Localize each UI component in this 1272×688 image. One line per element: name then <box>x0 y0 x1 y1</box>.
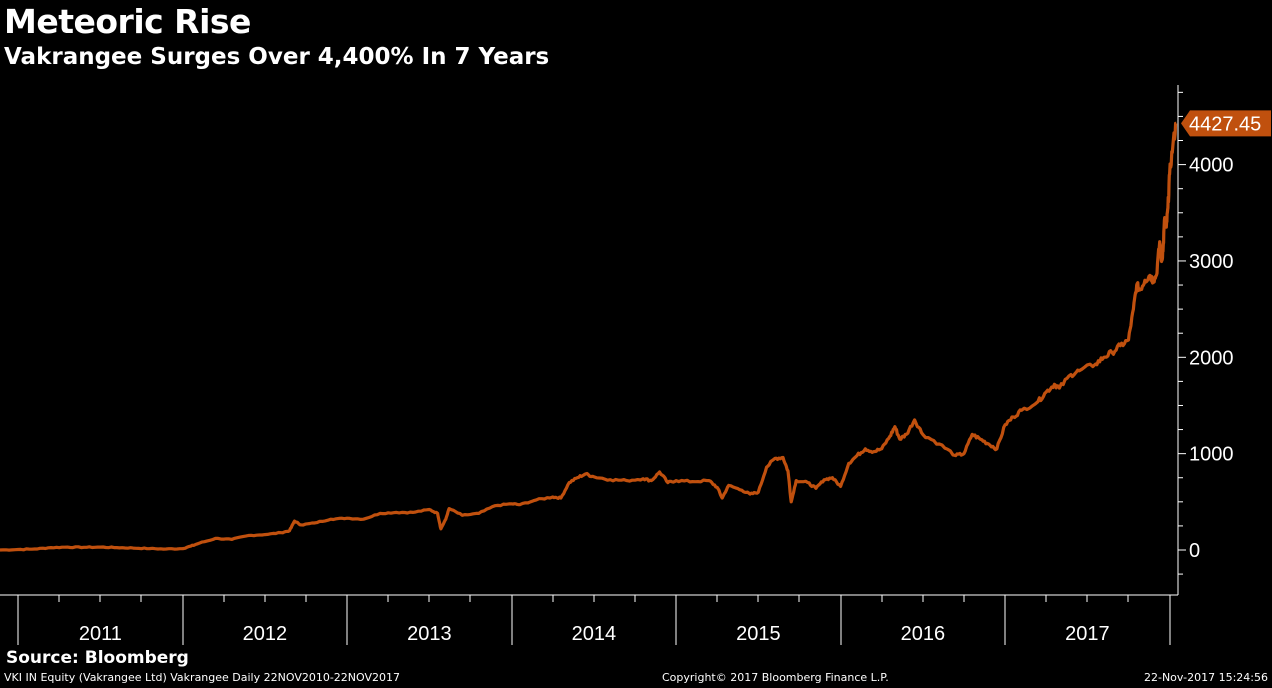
y-tick-label: 2000 <box>1189 347 1234 369</box>
security-description: VKI IN Equity (Vakrangee Ltd) Vakrangee … <box>4 671 401 684</box>
x-tick-label: 2014 <box>572 623 617 645</box>
last-value-label: 4427.45 <box>1189 113 1261 135</box>
chart-title: Meteoric Rise <box>4 2 251 41</box>
y-tick-label: 4000 <box>1189 155 1234 177</box>
x-axis-ticks: 2011 2012 2013 2014 2015 2016 2017 <box>17 595 1171 645</box>
x-tick-label: 2012 <box>243 623 288 645</box>
source-note: Source: Bloomberg <box>6 648 189 668</box>
x-tick-label: 2016 <box>901 623 946 645</box>
y-axis-ticks: 0 1000 2000 3000 4000 <box>1178 91 1234 575</box>
last-value-marker <box>1181 110 1271 137</box>
timestamp: 22-Nov-2017 15:24:56 <box>1143 671 1268 684</box>
y-tick-label: 1000 <box>1189 444 1234 466</box>
y-tick-label: 0 <box>1189 540 1200 562</box>
last-value-label-group: 4427.45 <box>1181 110 1271 137</box>
axes <box>0 85 1179 596</box>
price-line <box>0 121 1178 552</box>
x-tick-label: 2015 <box>736 623 781 645</box>
copyright-note: Copyright© 2017 Bloomberg Finance L.P. <box>662 671 889 684</box>
y-tick-label: 3000 <box>1189 251 1234 273</box>
x-tick-label: 2011 <box>79 623 122 645</box>
chart-subtitle: Vakrangee Surges Over 4,400% In 7 Years <box>4 44 550 70</box>
x-tick-label: 2013 <box>407 623 452 645</box>
x-tick-label: 2017 <box>1065 623 1110 645</box>
